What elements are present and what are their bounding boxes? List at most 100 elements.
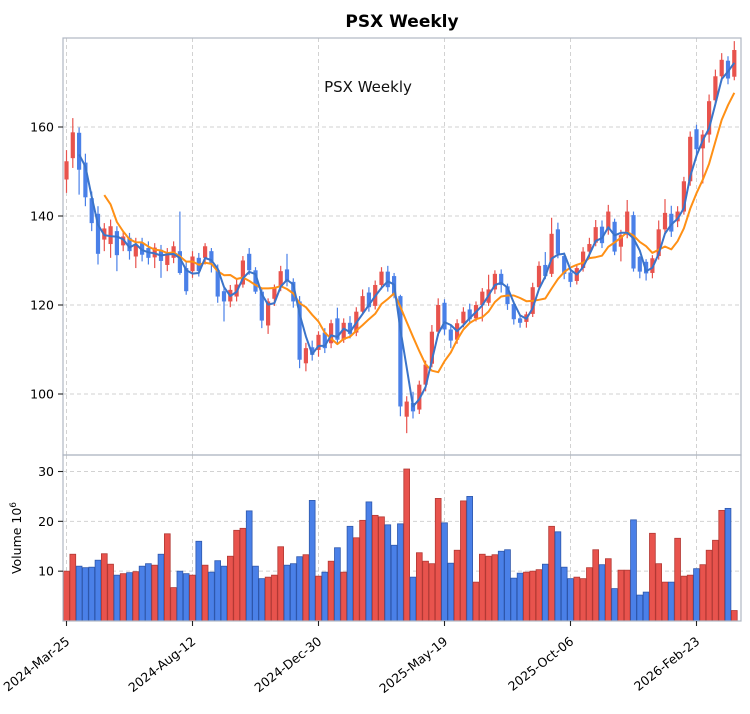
candle-body: [467, 309, 472, 320]
candle-body: [177, 251, 182, 273]
volume-bar: [611, 588, 618, 622]
volume-bar: [126, 572, 133, 622]
candle-body: [713, 76, 718, 101]
volume-bar: [579, 578, 587, 622]
volume-bar: [315, 575, 322, 622]
volume-bar: [460, 500, 467, 622]
moving-averages: [78, 62, 736, 408]
y-tick-label: 10: [38, 564, 54, 579]
candle-body: [278, 271, 283, 288]
volume-bar: [674, 537, 681, 622]
candle-body: [366, 292, 371, 308]
volume-bar: [214, 560, 222, 622]
volume-bar: [523, 571, 530, 622]
candle-body: [209, 251, 214, 264]
candle-body: [436, 305, 441, 332]
volume-bar: [82, 567, 89, 622]
volume-bar: [113, 574, 121, 622]
candle-body: [543, 264, 548, 277]
volume-bar: [170, 587, 177, 622]
candle-body: [675, 211, 680, 222]
volume-bar: [138, 565, 146, 622]
volume-panel-border: [62, 454, 742, 622]
candle-body: [89, 198, 94, 224]
candle-body: [612, 221, 617, 252]
candle-body: [568, 272, 573, 282]
candle-body: [448, 329, 453, 341]
volume-bar: [101, 553, 108, 622]
candle-body: [404, 401, 409, 417]
volume-bar: [88, 566, 96, 622]
candle-body: [461, 311, 466, 324]
volume-bar: [182, 573, 190, 622]
volume-bar: [365, 501, 373, 622]
inner-plot-label: PSX Weekly: [324, 78, 412, 96]
volume-bar: [422, 560, 429, 622]
volume-bar: [296, 556, 303, 622]
axes-spines: [62, 37, 742, 622]
volume-bar: [661, 581, 669, 622]
volume-bar: [586, 567, 593, 622]
volume-bar: [485, 555, 492, 622]
volume-bar: [69, 553, 77, 622]
volume-bar: [548, 525, 555, 622]
volume-bar: [466, 496, 473, 622]
candle-body: [266, 301, 271, 326]
candle-body: [662, 212, 668, 230]
volume-bar: [623, 569, 631, 622]
volume-bar: [573, 576, 581, 622]
volume-bar: [472, 581, 480, 622]
candle-body: [83, 162, 88, 198]
candle-body: [247, 253, 252, 271]
volume-bar: [233, 529, 240, 622]
candle-body: [379, 271, 384, 285]
x-tick-label: 2026-Feb-23: [631, 634, 702, 694]
volume-bar: [478, 553, 486, 622]
candle-body: [606, 211, 611, 230]
volume-bar: [302, 554, 310, 622]
volume-bar: [434, 498, 442, 622]
candle-body: [133, 244, 138, 257]
volume-bar: [119, 573, 127, 622]
volume-bar: [321, 571, 329, 622]
volume-bar: [680, 575, 688, 622]
volume-bar: [441, 522, 448, 622]
candle-body: [442, 302, 447, 330]
candle-body: [618, 235, 623, 247]
candle-body: [656, 229, 661, 257]
volume-bar: [447, 562, 455, 622]
candle-body: [707, 101, 712, 135]
candle-body: [492, 273, 497, 290]
volume-bar: [189, 574, 196, 622]
volume-bar: [378, 516, 385, 622]
candle-body: [108, 226, 113, 245]
volume-bar: [132, 571, 140, 622]
volume-bar: [163, 533, 171, 622]
x-tick-label: 2024-Dec-30: [251, 634, 324, 696]
candle-body: [593, 227, 598, 243]
volume-bar: [636, 594, 644, 622]
volume-bar: [390, 544, 398, 622]
candle-body: [215, 269, 220, 297]
candle-body: [272, 287, 277, 299]
volume-bar: [258, 578, 266, 622]
candle-body: [184, 268, 189, 292]
volume-bar: [151, 564, 159, 622]
candle-body: [95, 213, 101, 254]
x-tick-label: 2025-May-19: [376, 634, 450, 697]
candle-body: [625, 211, 630, 235]
volume-bar: [535, 569, 543, 622]
candle-body: [398, 296, 403, 407]
volume-bar: [359, 519, 366, 622]
volume-bar: [252, 565, 259, 622]
candle-body: [284, 269, 290, 281]
candle-body: [599, 226, 605, 244]
volume-bar: [283, 564, 291, 622]
volume-bar: [239, 527, 247, 622]
candle-body: [347, 322, 353, 334]
candle-body: [423, 364, 428, 385]
candle-body: [291, 281, 296, 302]
volume-bar: [63, 570, 70, 622]
y-tick-label: 30: [38, 464, 54, 479]
